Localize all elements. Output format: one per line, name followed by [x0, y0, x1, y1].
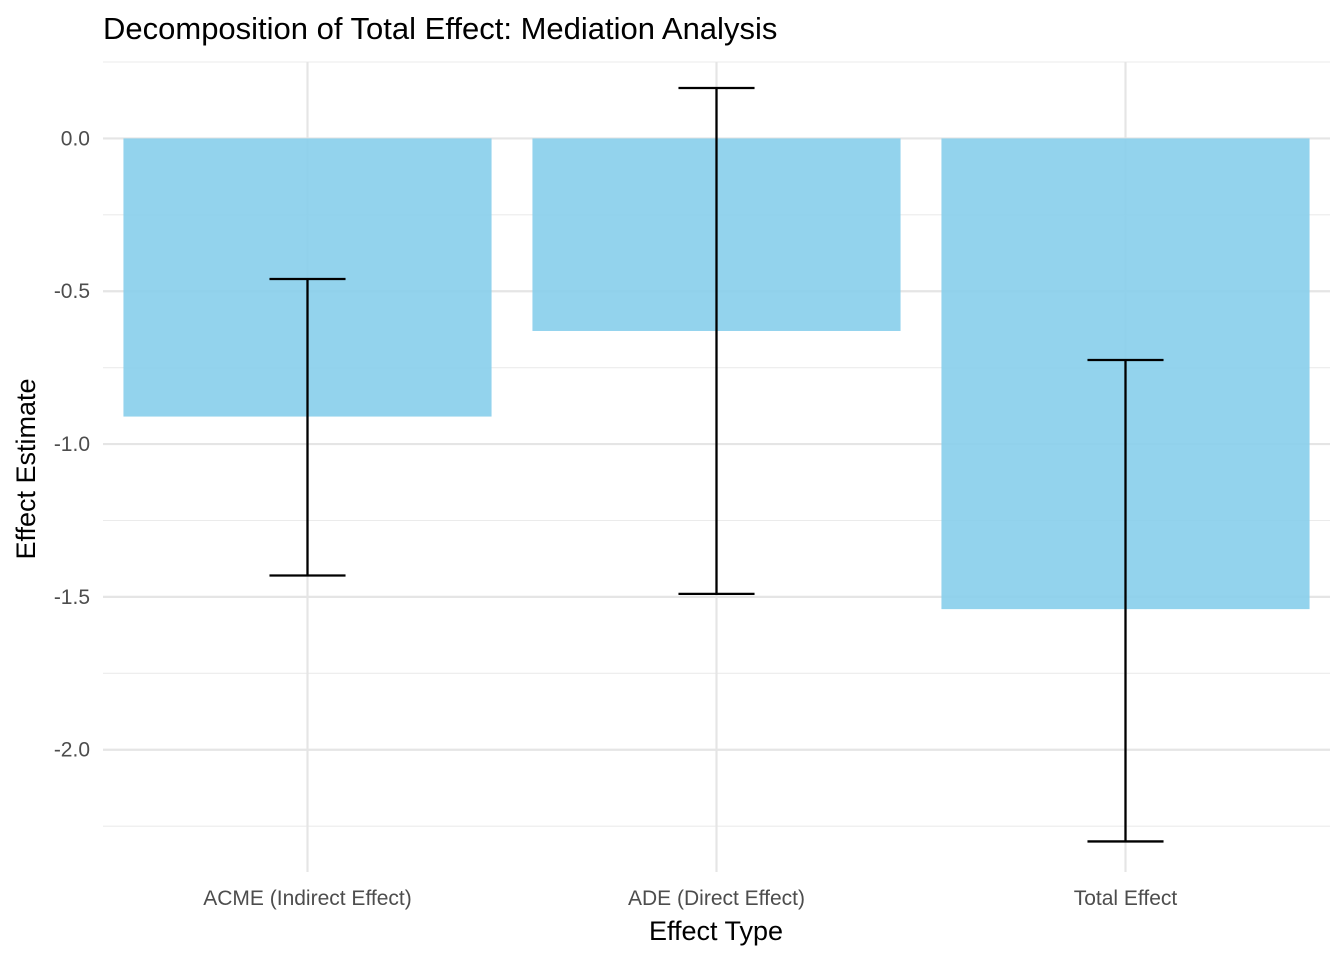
x-axis-title: Effect Type	[649, 916, 783, 946]
y-tick-label: 0.0	[61, 127, 90, 150]
y-axis-title: Effect Estimate	[11, 378, 41, 559]
x-tick-label: ACME (Indirect Effect)	[203, 887, 412, 910]
errorbar-layer	[269, 86, 1164, 843]
y-tick-label: -2.0	[54, 739, 90, 762]
x-tick-label: ADE (Direct Effect)	[628, 887, 805, 910]
errorbar	[1087, 358, 1164, 843]
y-axis-tick-labels: 0.0 -0.5 -1.0 -1.5 -2.0	[54, 127, 90, 761]
x-axis-tick-labels: ACME (Indirect Effect) ADE (Direct Effect…	[203, 887, 1177, 910]
y-tick-label: -1.5	[54, 586, 90, 609]
errorbar	[678, 86, 755, 595]
errorbar	[269, 277, 346, 577]
y-tick-label: -0.5	[54, 280, 90, 303]
x-tick-label: Total Effect	[1074, 887, 1178, 910]
y-tick-label: -1.0	[54, 433, 90, 456]
chart-title: Decomposition of Total Effect: Mediation…	[103, 11, 777, 46]
